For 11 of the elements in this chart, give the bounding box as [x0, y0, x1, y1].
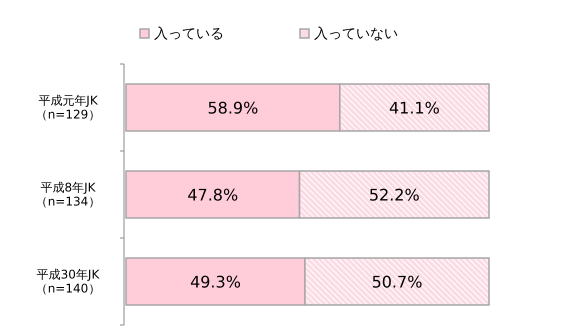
y-tick-label: 平成30年JK （n=140）	[36, 268, 100, 296]
y-tick-label: 平成8年JK （n=134）	[36, 180, 100, 208]
legend-label: 入っている	[154, 26, 224, 42]
data-label: 50.7%	[372, 272, 422, 292]
data-label: 41.1%	[388, 98, 440, 118]
data-label: 47.8%	[187, 186, 238, 204]
data-label: 58.9%	[207, 98, 258, 118]
data-label: 49.3%	[190, 272, 241, 292]
y-tick-label: 平成元年JK （n=129）	[36, 94, 100, 122]
data-label: 52.2%	[368, 186, 420, 204]
legend-label: 入っていない	[314, 26, 398, 42]
